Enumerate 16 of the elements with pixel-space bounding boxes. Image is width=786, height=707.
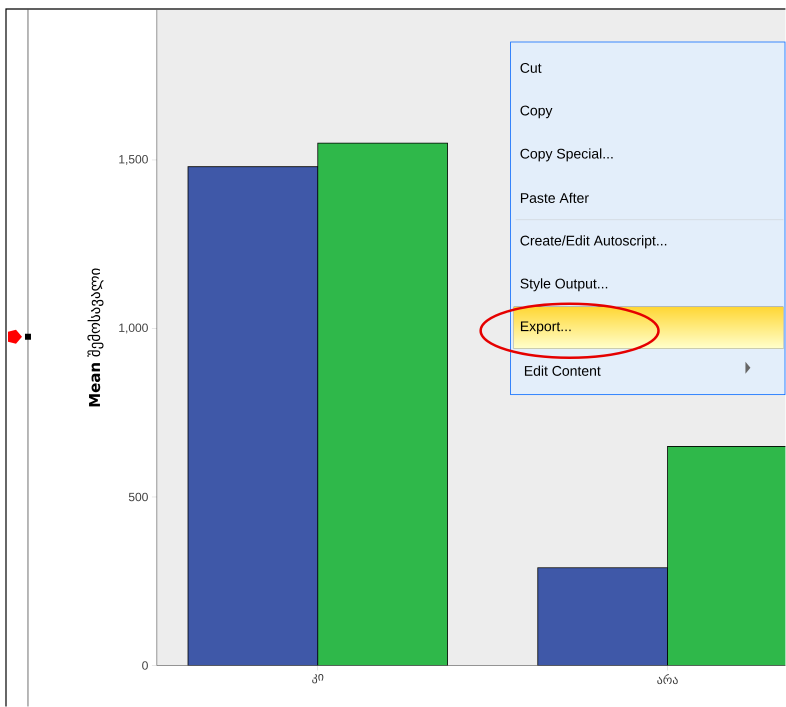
y-axis-title: Mean შემოსავალი [87,268,104,406]
annotation: Export... [520,321,571,334]
y-tick-label: 1,500 [119,154,148,165]
annotation: Copy Special... [520,148,613,162]
annotation: Copy [520,106,552,118]
y-tick-label: 500 [128,492,148,502]
bar [188,166,318,666]
y-tick-label: 0 [142,661,148,670]
y-tick-label: 1,000 [119,323,148,334]
annotation: Edit Content [524,366,601,376]
annotation: Style Output... [520,278,608,292]
annotation: Paste After [520,192,589,203]
annotation: Cut [520,62,542,73]
x-tick-label: არა [657,674,678,684]
annotation: Create/Edit Autoscript... [520,235,666,248]
x-tick-label: კი [312,674,324,684]
